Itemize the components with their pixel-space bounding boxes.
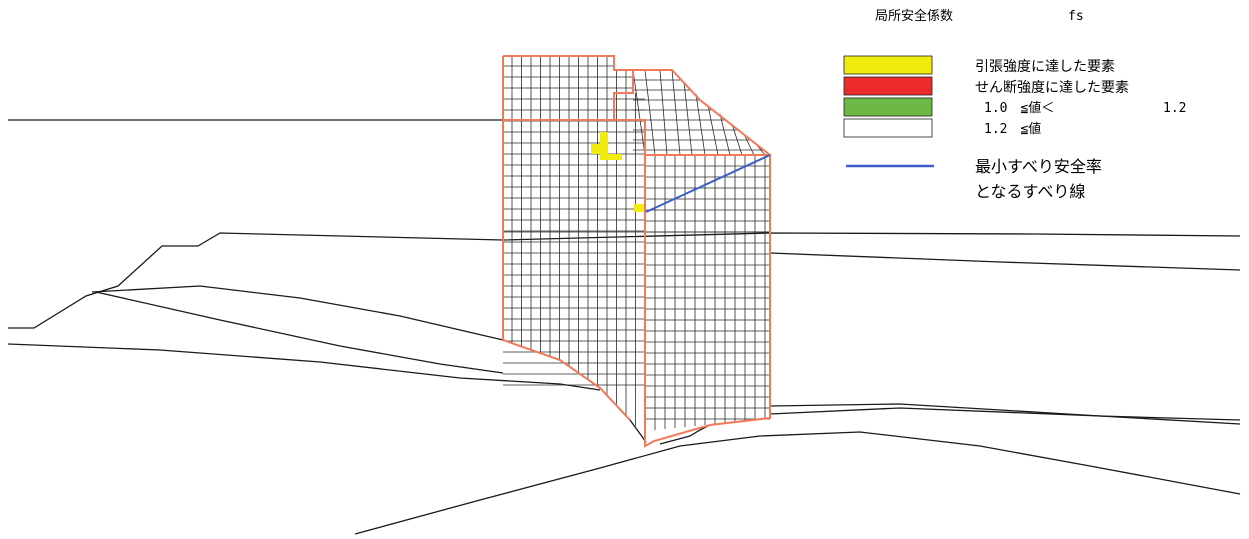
mesh-line (683, 81, 693, 156)
legend-range-1-upper: 1.2 (1163, 101, 1186, 116)
mesh-line (695, 93, 706, 156)
right-stratum-line-2 (769, 407, 1241, 421)
crest-outline (633, 69, 771, 156)
structure-outlines (502, 55, 771, 448)
mesh-line (743, 133, 755, 156)
legend-shear-label: せん断強度に達した要素 (975, 80, 1129, 96)
legend-symbol: fs (1068, 9, 1084, 24)
legend-range-1-label: 1.0 ≦値＜ (984, 100, 1054, 116)
tension-element (600, 154, 622, 160)
shear-swatch (843, 76, 933, 96)
range-1-0-swatch (843, 97, 933, 117)
legend: 局所安全係数 fs 引張強度に達した要素 せん断強度に達した要素 1.0 ≦値＜… (843, 8, 1186, 201)
legend-tension-label: 引張強度に達した要素 (975, 59, 1115, 75)
stratum-line-3 (7, 343, 601, 391)
legend-range-2-label: 1.2 ≦値 (984, 121, 1041, 137)
lower-deep-line (354, 431, 1241, 535)
tension-reached-elements (591, 132, 646, 212)
tension-element (600, 132, 608, 144)
right-surface-line (769, 252, 1241, 271)
mesh-line (719, 113, 731, 156)
terrain-surface-line (8, 232, 1241, 329)
stratum-line-1 (91, 285, 561, 361)
mesh-line (671, 69, 681, 156)
mesh-line (632, 69, 646, 156)
left-block-outline (503, 55, 646, 155)
mesh-line (644, 69, 656, 156)
slip-line-label-1: 最小すべり安全率 (975, 157, 1102, 176)
slip-line-label-2: となるすべり線 (975, 182, 1085, 201)
minimum-slip-line (645, 154, 771, 213)
legend-title: 局所安全係数 (875, 8, 953, 24)
tension-swatch (843, 55, 933, 75)
mesh-line (659, 69, 668, 156)
outer-left-outline (502, 56, 631, 421)
range-1-2-swatch (843, 118, 933, 138)
tension-element (634, 204, 646, 212)
tension-element (591, 144, 608, 154)
fem-mesh (503, 56, 770, 430)
stratum-line-2 (95, 291, 504, 374)
right-stratum-line-1 (769, 403, 1241, 425)
left-valley-line (559, 359, 647, 443)
